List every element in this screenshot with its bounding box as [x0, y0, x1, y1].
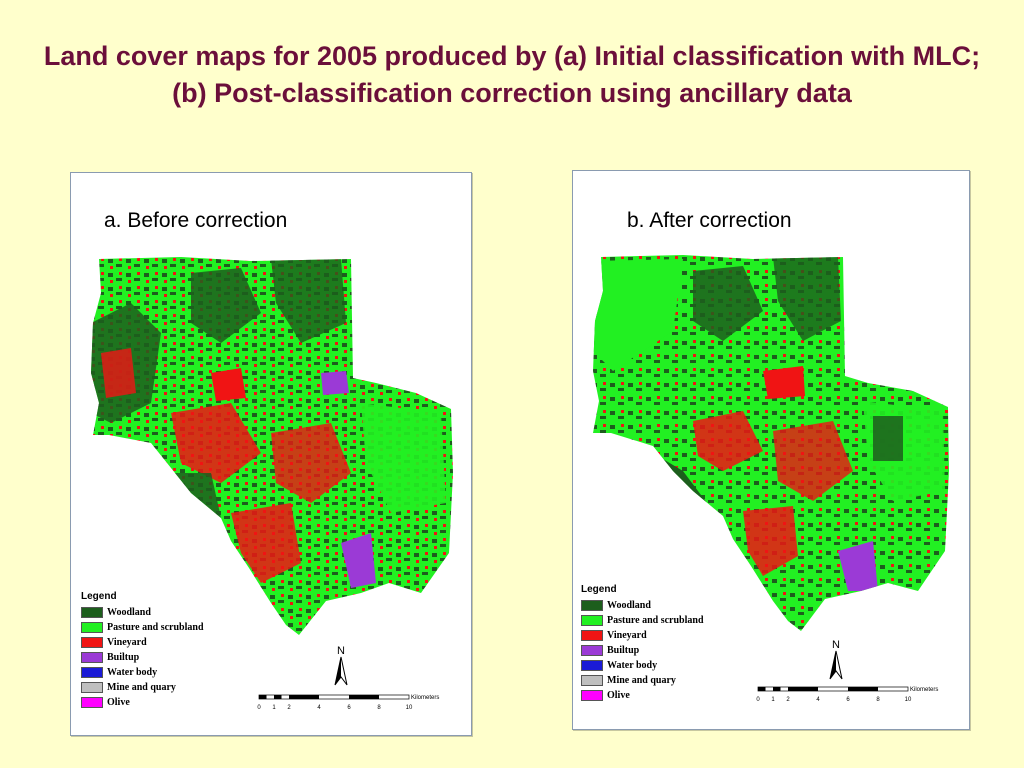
- legend-swatch: [581, 645, 603, 656]
- north-label: N: [832, 639, 840, 651]
- map-panel-after: b. After correction Legend: [572, 170, 970, 730]
- legend-item-water: Water body: [581, 658, 704, 673]
- legend-item-pasture: Pasture and scrubland: [581, 613, 704, 628]
- legend-item-vineyard: Vineyard: [81, 635, 204, 650]
- legend-item-builtup: Builtup: [81, 650, 204, 665]
- scale-tick: 2: [786, 697, 790, 703]
- legend-item-woodland: Woodland: [81, 605, 204, 620]
- legend-label: Builtup: [107, 652, 140, 663]
- legend-title: Legend: [81, 591, 117, 602]
- legend-swatch: [581, 690, 603, 701]
- panel-label-before: a. Before correction: [104, 209, 288, 232]
- scale-tick: 8: [377, 705, 381, 711]
- north-label: N: [337, 645, 345, 657]
- scale-bar: Kilometers 0 1 2 4 6 8 10: [756, 686, 938, 703]
- scale-tick: 0: [257, 705, 261, 711]
- legend-label: Pasture and scrubland: [107, 622, 204, 633]
- legend-item-pasture: Pasture and scrubland: [81, 620, 204, 635]
- legend-label: Water body: [107, 667, 158, 678]
- legend-item-woodland: Woodland: [581, 598, 704, 613]
- scale-tick: 8: [876, 697, 880, 703]
- scale-tick: 2: [287, 705, 291, 711]
- legend-swatch: [81, 607, 103, 618]
- legend-swatch: [81, 637, 103, 648]
- scale-tick: 10: [905, 697, 912, 703]
- slide-title: Land cover maps for 2005 produced by (a)…: [43, 41, 981, 108]
- legend-title: Legend: [581, 584, 617, 595]
- legend-swatch: [581, 600, 603, 611]
- legend-swatch: [581, 675, 603, 686]
- legend-item-mine: Mine and quary: [81, 680, 204, 695]
- legend-after: Legend Woodland Pasture and scrubland Vi…: [581, 584, 704, 703]
- scale-tick: 4: [317, 705, 321, 711]
- scale-tick: 1: [272, 705, 276, 711]
- land-cover-map-after: [593, 255, 949, 631]
- legend-item-water: Water body: [81, 665, 204, 680]
- legend-label: Water body: [607, 660, 658, 671]
- legend-label: Mine and quary: [607, 675, 676, 686]
- legend-label: Woodland: [607, 600, 651, 611]
- legend-label: Builtup: [607, 645, 640, 656]
- panel-label-after: b. After correction: [627, 209, 792, 232]
- legend-label: Olive: [607, 690, 630, 701]
- legend-before: Legend Woodland Pasture and scrubland Vi…: [81, 591, 204, 710]
- legend-swatch: [581, 630, 603, 641]
- legend-item-mine: Mine and quary: [581, 673, 704, 688]
- land-cover-map-before: [91, 257, 453, 635]
- scale-tick: 0: [756, 697, 760, 703]
- legend-label: Pasture and scrubland: [607, 615, 704, 626]
- scale-tick: 6: [347, 705, 351, 711]
- scale-unit: Kilometers: [411, 695, 439, 701]
- scale-tick: 10: [406, 705, 413, 711]
- legend-item-olive: Olive: [81, 695, 204, 710]
- legend-item-olive: Olive: [581, 688, 704, 703]
- scale-unit: Kilometers: [910, 687, 938, 693]
- legend-label: Vineyard: [607, 630, 647, 641]
- legend-swatch: [81, 682, 103, 693]
- map-panel-before: a. Before correction: [70, 172, 472, 736]
- legend-item-builtup: Builtup: [581, 643, 704, 658]
- legend-label: Woodland: [107, 607, 151, 618]
- scale-tick: 4: [816, 697, 820, 703]
- legend-label: Mine and quary: [107, 682, 176, 693]
- legend-swatch: [81, 667, 103, 678]
- legend-swatch: [581, 615, 603, 626]
- legend-swatch: [81, 652, 103, 663]
- legend-item-vineyard: Vineyard: [581, 628, 704, 643]
- legend-label: Vineyard: [107, 637, 147, 648]
- scale-tick: 6: [846, 697, 850, 703]
- legend-label: Olive: [107, 697, 130, 708]
- scale-tick: 1: [771, 697, 775, 703]
- scale-bar: Kilometers 0 1 2 4 6 8 10: [257, 694, 439, 711]
- legend-swatch: [81, 622, 103, 633]
- legend-swatch: [581, 660, 603, 671]
- north-arrow-icon: N: [829, 639, 843, 680]
- north-arrow-icon: N: [334, 645, 348, 686]
- legend-swatch: [81, 697, 103, 708]
